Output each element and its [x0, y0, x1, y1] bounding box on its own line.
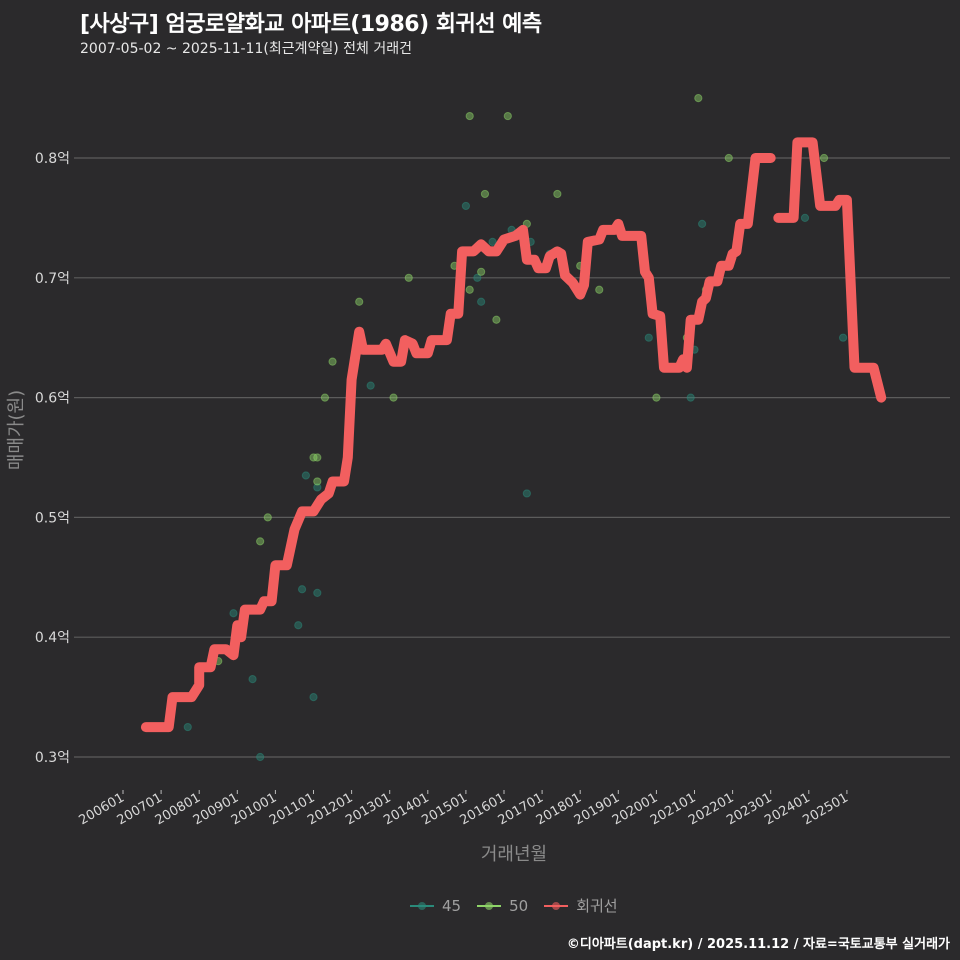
- data-point: [309, 693, 318, 702]
- regression-line: [140, 137, 887, 733]
- data-point: [686, 393, 695, 402]
- y-tick-label: 0.8억: [35, 151, 70, 167]
- legend-label-45: 45: [442, 896, 462, 915]
- data-point: [183, 722, 192, 732]
- legend-key-50-icon: [477, 901, 502, 910]
- data-point: [652, 393, 661, 402]
- data-point: [492, 315, 501, 324]
- y-tick-label: 0.6억: [35, 391, 70, 407]
- y-tick-label: 0.3억: [35, 750, 70, 766]
- data-point: [694, 94, 703, 103]
- y-tick-label: 0.5억: [35, 510, 70, 526]
- data-point: [461, 201, 470, 211]
- y-axis-ticks: 0.3억 0.4억 0.5억 0.6억 0.7억 0.8억: [35, 151, 70, 766]
- data-point: [698, 219, 707, 228]
- data-point: [256, 537, 265, 546]
- data-point: [263, 513, 272, 522]
- y-tick-label: 0.7억: [35, 271, 70, 287]
- data-point: [473, 273, 482, 282]
- data-point: [477, 267, 486, 276]
- regression-path: [773, 137, 887, 403]
- data-point: [644, 333, 653, 342]
- data-point: [553, 189, 562, 199]
- data-point: [355, 297, 364, 306]
- x-axis-label: 거래년월: [481, 844, 547, 865]
- data-point: [366, 381, 375, 390]
- legend-item-50[interactable]: 50: [477, 897, 528, 915]
- data-point: [313, 588, 322, 597]
- data-point: [313, 477, 322, 486]
- data-point: [724, 153, 733, 163]
- data-point: [503, 111, 512, 121]
- data-point: [522, 489, 531, 498]
- y-gridlines: [74, 157, 950, 758]
- data-point: [256, 752, 265, 762]
- data-point: [301, 471, 310, 480]
- y-axis-label: 매매가(원): [6, 390, 27, 470]
- legend-key-regression-icon: [544, 901, 569, 910]
- data-point: [404, 273, 413, 282]
- data-point: [819, 153, 829, 163]
- data-point: [294, 621, 303, 630]
- data-point: [389, 393, 398, 402]
- data-point: [838, 333, 848, 342]
- legend-label-50: 50: [509, 896, 529, 915]
- y-tick-label: 0.4억: [35, 630, 70, 646]
- data-point: [477, 297, 486, 306]
- source-caption: ©디아파트(dapt.kr) / 2025.11.12 / 자료=국토교통부 실…: [566, 937, 950, 952]
- data-point: [320, 393, 330, 402]
- data-point: [465, 111, 474, 121]
- data-point: [465, 285, 474, 294]
- data-point: [313, 483, 322, 492]
- data-point: [248, 675, 257, 684]
- chart-subtitle: 2007-05-02 ~ 2025-11-11(최근계약일) 전체 거래건: [80, 41, 412, 57]
- data-point: [800, 213, 810, 222]
- chart-title: [사상구] 엄궁로얄화교 아파트(1986) 회귀선 예측: [80, 12, 542, 37]
- data-point: [488, 237, 497, 246]
- data-point: [595, 285, 604, 294]
- data-point: [480, 189, 490, 199]
- data-point: [297, 585, 307, 594]
- data-point: [328, 357, 337, 366]
- legend-item-regression[interactable]: 회귀선: [544, 895, 618, 916]
- data-point: [309, 453, 318, 462]
- legend-key-45-icon: [410, 901, 434, 910]
- regression-path: [140, 153, 776, 733]
- legend-item-45[interactable]: 45: [410, 897, 461, 915]
- x-axis-ticks: 2006012007012008012009012010012011012012…: [77, 790, 851, 828]
- legend: 45 50 회귀선: [410, 895, 624, 916]
- data-point: [229, 609, 238, 618]
- legend-label-regression: 회귀선: [576, 897, 618, 915]
